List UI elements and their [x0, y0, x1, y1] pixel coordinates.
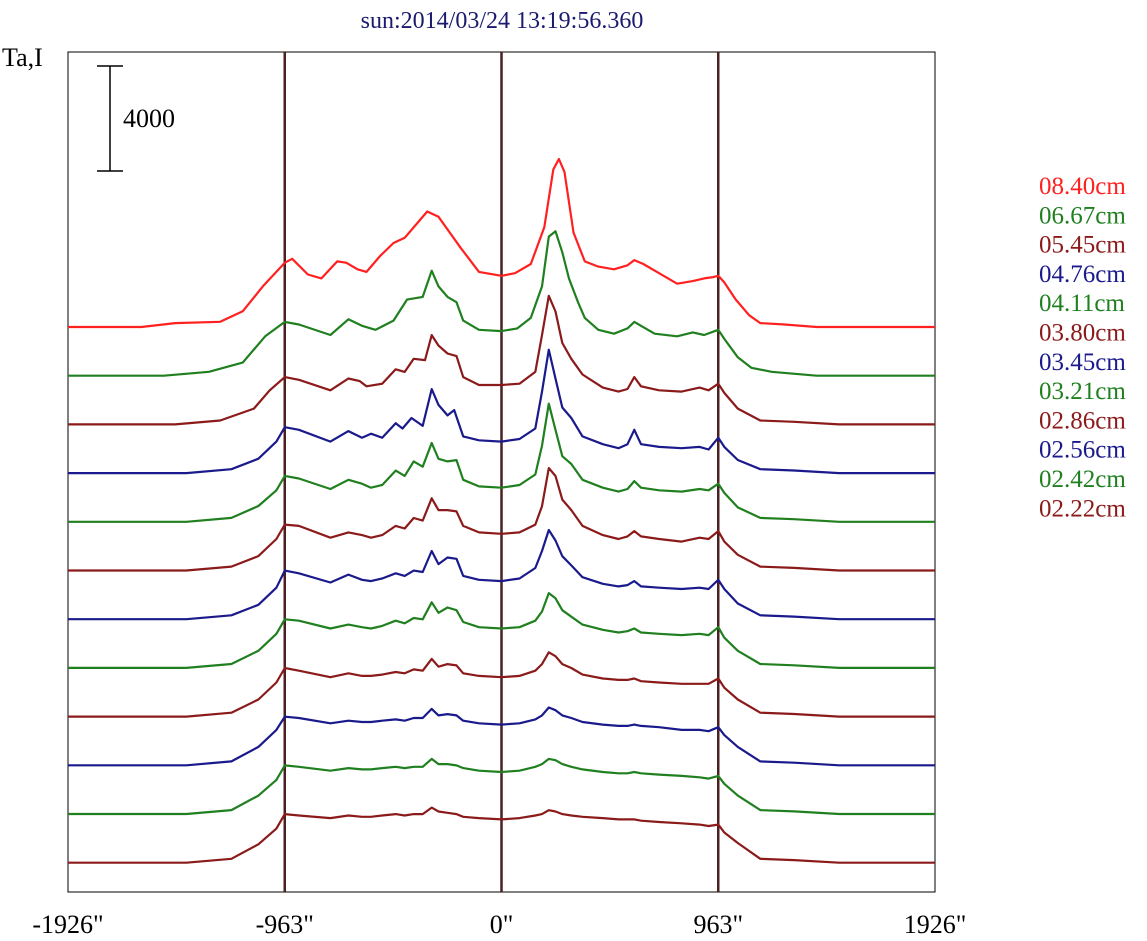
- series-line-11: [68, 806, 935, 864]
- series-line-9: [68, 706, 935, 767]
- series-line-4: [68, 402, 935, 523]
- series-line-6: [68, 528, 935, 621]
- series-line-5: [68, 467, 935, 572]
- reference-lines: [283, 52, 720, 892]
- series-line-7: [68, 592, 935, 669]
- scale-bar-label: 4000: [123, 104, 175, 133]
- x-tick-label-3: 963": [693, 910, 743, 939]
- legend-entry-7: 03.21cm: [1039, 378, 1126, 405]
- legend-entry-1: 06.67cm: [1039, 202, 1126, 229]
- legend-entry-8: 02.86cm: [1039, 407, 1126, 434]
- x-tick-label-0: -1926": [32, 910, 103, 939]
- legend-entry-9: 02.56cm: [1039, 437, 1126, 464]
- scale-bar: 4000: [97, 65, 175, 172]
- legend-entry-2: 05.45cm: [1039, 232, 1126, 259]
- series-line-0: [68, 157, 935, 329]
- x-tick-label-4: 1926": [904, 910, 967, 939]
- legend-entry-11: 02.22cm: [1039, 495, 1126, 522]
- chart-title: sun:2014/03/24 13:19:56.360: [361, 8, 644, 34]
- series-line-8: [68, 651, 935, 718]
- legend-entry-6: 03.45cm: [1039, 349, 1126, 376]
- y-axis-label: Ta,I: [2, 43, 43, 72]
- series-group: [68, 157, 935, 864]
- series-line-2: [68, 294, 935, 426]
- series-line-3: [68, 348, 935, 475]
- series-line-1: [68, 230, 935, 377]
- legend-entry-10: 02.42cm: [1039, 466, 1126, 493]
- legend-entry-0: 08.40cm: [1039, 173, 1126, 200]
- x-tick-labels: -1926" -963" 0" 963" 1926": [32, 910, 966, 939]
- legend-entry-4: 04.11cm: [1039, 290, 1125, 317]
- x-tick-label-1: -963": [256, 910, 314, 939]
- legend-entry-5: 03.80cm: [1039, 320, 1126, 347]
- x-tick-label-2: 0": [490, 910, 514, 939]
- series-line-10: [68, 757, 935, 816]
- legend-entry-3: 04.76cm: [1039, 261, 1126, 288]
